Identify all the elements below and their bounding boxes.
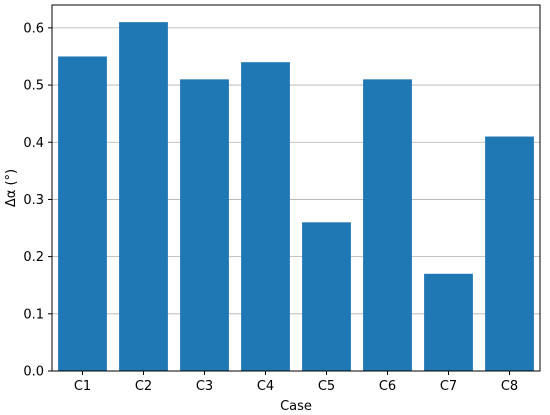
x-tick-label: C4 [257, 379, 274, 394]
y-tick-label: 0.1 [23, 307, 44, 322]
x-axis-label: Case [280, 399, 312, 414]
bar-c1 [58, 56, 107, 371]
bar-c8 [485, 136, 534, 371]
x-tick-label: C6 [379, 379, 396, 394]
x-tick-label: C3 [196, 379, 213, 394]
y-tick-label: 0.4 [23, 136, 44, 151]
bars [58, 22, 534, 371]
y-tick-label: 0.2 [23, 250, 44, 265]
x-tick-label: C1 [74, 379, 91, 394]
bar-c5 [302, 222, 351, 371]
plot-frame [51, 4, 541, 372]
y-tick-label: 0.6 [23, 21, 44, 36]
bar-c7 [424, 273, 473, 371]
bar-c4 [241, 62, 290, 371]
bar-c2 [119, 22, 168, 371]
x-tick-label: C5 [318, 379, 335, 394]
x-tick-label: C7 [440, 379, 457, 394]
x-axis-ticks: C1 C2 C3 C4 C5 C6 C7 C8 [74, 371, 518, 394]
bar-c3 [180, 79, 229, 371]
x-tick-label: C8 [501, 379, 518, 394]
bar-c6 [363, 79, 412, 371]
y-tick-label: 0.3 [23, 193, 44, 208]
y-tick-label: 0.0 [23, 365, 44, 380]
y-axis-ticks: 0.0 0.1 0.2 0.3 0.4 0.5 0.6 [23, 21, 52, 380]
y-axis-label: Δα (°) [4, 169, 19, 207]
y-tick-label: 0.5 [23, 79, 44, 94]
x-tick-label: C2 [135, 379, 152, 394]
